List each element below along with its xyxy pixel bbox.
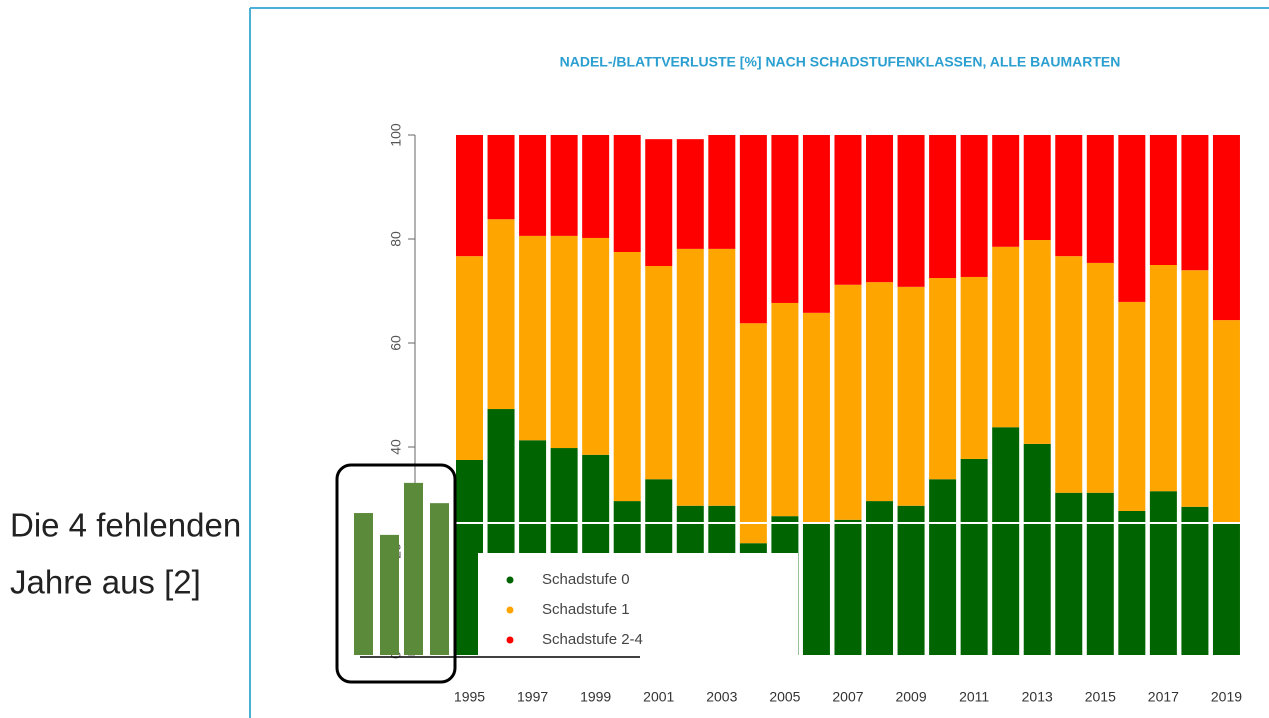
bar-segment (960, 276, 988, 459)
legend-marker (506, 606, 514, 614)
bar-segment (866, 135, 894, 283)
bar-segment (992, 246, 1020, 428)
bar-segment (739, 135, 767, 324)
bar-segment (582, 237, 610, 455)
bar-segment (1023, 240, 1051, 444)
bar-segment (708, 135, 736, 249)
bar-segment (645, 139, 673, 267)
bar-segment (550, 135, 578, 236)
x-tick-label: 2015 (1085, 689, 1116, 705)
overlay: Schadstufe 2-4 Schadstufe 1 Schadstufe 0 D… (10, 463, 798, 684)
bar-segment (866, 282, 894, 502)
x-tick-label: 1997 (517, 689, 548, 705)
bar-segment (834, 519, 862, 655)
bar-segment (1118, 510, 1146, 655)
bar-segment (802, 135, 830, 313)
bar-segment (1086, 492, 1114, 655)
bar-segment (1149, 491, 1177, 655)
bar-segment (739, 323, 767, 544)
y-tick-label: 80 (388, 231, 404, 247)
bar-segment (960, 135, 988, 277)
y-tick-label: 100 (388, 123, 404, 147)
inset-bar (354, 513, 373, 655)
bar-segment (1055, 256, 1083, 493)
bar-segment (613, 252, 641, 502)
x-tick-label: 2011 (959, 689, 989, 705)
bar-segment (676, 248, 704, 506)
bar-segment (1212, 135, 1240, 321)
bar-segment (1181, 506, 1209, 655)
bar-segment (1055, 492, 1083, 655)
inset-bar (380, 534, 399, 655)
y-tick-label: 60 (388, 335, 404, 351)
x-tick-label: 2003 (706, 689, 737, 705)
chart-title: NADEL-/BLATTVERLUSTE [%] NACH SCHADSTUFE… (560, 54, 1121, 70)
bar-segment (897, 286, 925, 506)
inset-bar (404, 482, 423, 655)
bar-segment (456, 256, 483, 460)
bar-segment (992, 135, 1020, 247)
bar-segment (929, 135, 957, 278)
bar-segment (1149, 265, 1177, 492)
x-tick-label: 2019 (1211, 689, 1242, 705)
bar-segment (582, 135, 610, 238)
bar-segment (1023, 135, 1051, 241)
bar-segment (1212, 320, 1240, 523)
bar-segment (550, 235, 578, 449)
bar-segment (1023, 443, 1051, 655)
bar-segment (771, 302, 799, 517)
bar-segment (1086, 262, 1114, 493)
bar-segment (834, 135, 862, 285)
annotation: Jahre aus [2] (10, 564, 201, 601)
bar-segment (929, 479, 957, 655)
legend-box (478, 553, 798, 663)
annotation: Die 4 fehlenden (10, 507, 241, 544)
bar-segment (1212, 522, 1240, 655)
bar-segment (866, 501, 894, 655)
legend-marker (506, 636, 514, 644)
bar-segment (1086, 135, 1114, 263)
x-tick-label: 2007 (832, 689, 863, 705)
bar-segment (1149, 135, 1177, 265)
bar-segment (960, 458, 988, 655)
legend-label: Schadstufe 0 (542, 571, 630, 588)
x-tick-label: 2005 (769, 689, 800, 705)
bar-segment (645, 266, 673, 480)
bar-segment (1118, 135, 1146, 302)
bar-segment (834, 284, 862, 520)
bar-segment (1055, 135, 1083, 257)
bar-segment (1181, 270, 1209, 507)
bar-segment (519, 135, 547, 236)
legend-label: Schadstufe 2-4 (542, 631, 643, 648)
x-tick-label: 1995 (454, 689, 485, 705)
legend-label: Schadstufe 1 (542, 601, 630, 618)
bar-segment (771, 135, 799, 303)
bar-segment (613, 135, 641, 252)
bar-segment (1181, 135, 1209, 271)
plot: 0204060801001995199719992001200320052007… (388, 123, 1245, 705)
bar-segment (676, 139, 704, 249)
bar-segment (992, 427, 1020, 655)
bar-segment (487, 219, 515, 410)
bar-segment (929, 278, 957, 480)
x-tick-label: 2013 (1022, 689, 1053, 705)
bar-segment (897, 135, 925, 287)
bar-segment (802, 312, 830, 523)
bar-segment (708, 248, 736, 506)
bar-segment (456, 135, 483, 257)
x-tick-label: 1999 (580, 689, 611, 705)
bar-segment (802, 522, 830, 655)
inset-bar (430, 503, 449, 655)
bar-segment (1118, 301, 1146, 511)
x-tick-label: 2009 (895, 689, 926, 705)
bar-segment (487, 135, 515, 220)
legend-marker (506, 576, 514, 584)
y-tick-label: 40 (388, 439, 404, 455)
x-tick-label: 2017 (1148, 689, 1179, 705)
bar-segment (897, 505, 925, 655)
inset-frame (335, 463, 457, 684)
x-tick-label: 2001 (643, 689, 674, 705)
bar-segment (519, 235, 547, 441)
